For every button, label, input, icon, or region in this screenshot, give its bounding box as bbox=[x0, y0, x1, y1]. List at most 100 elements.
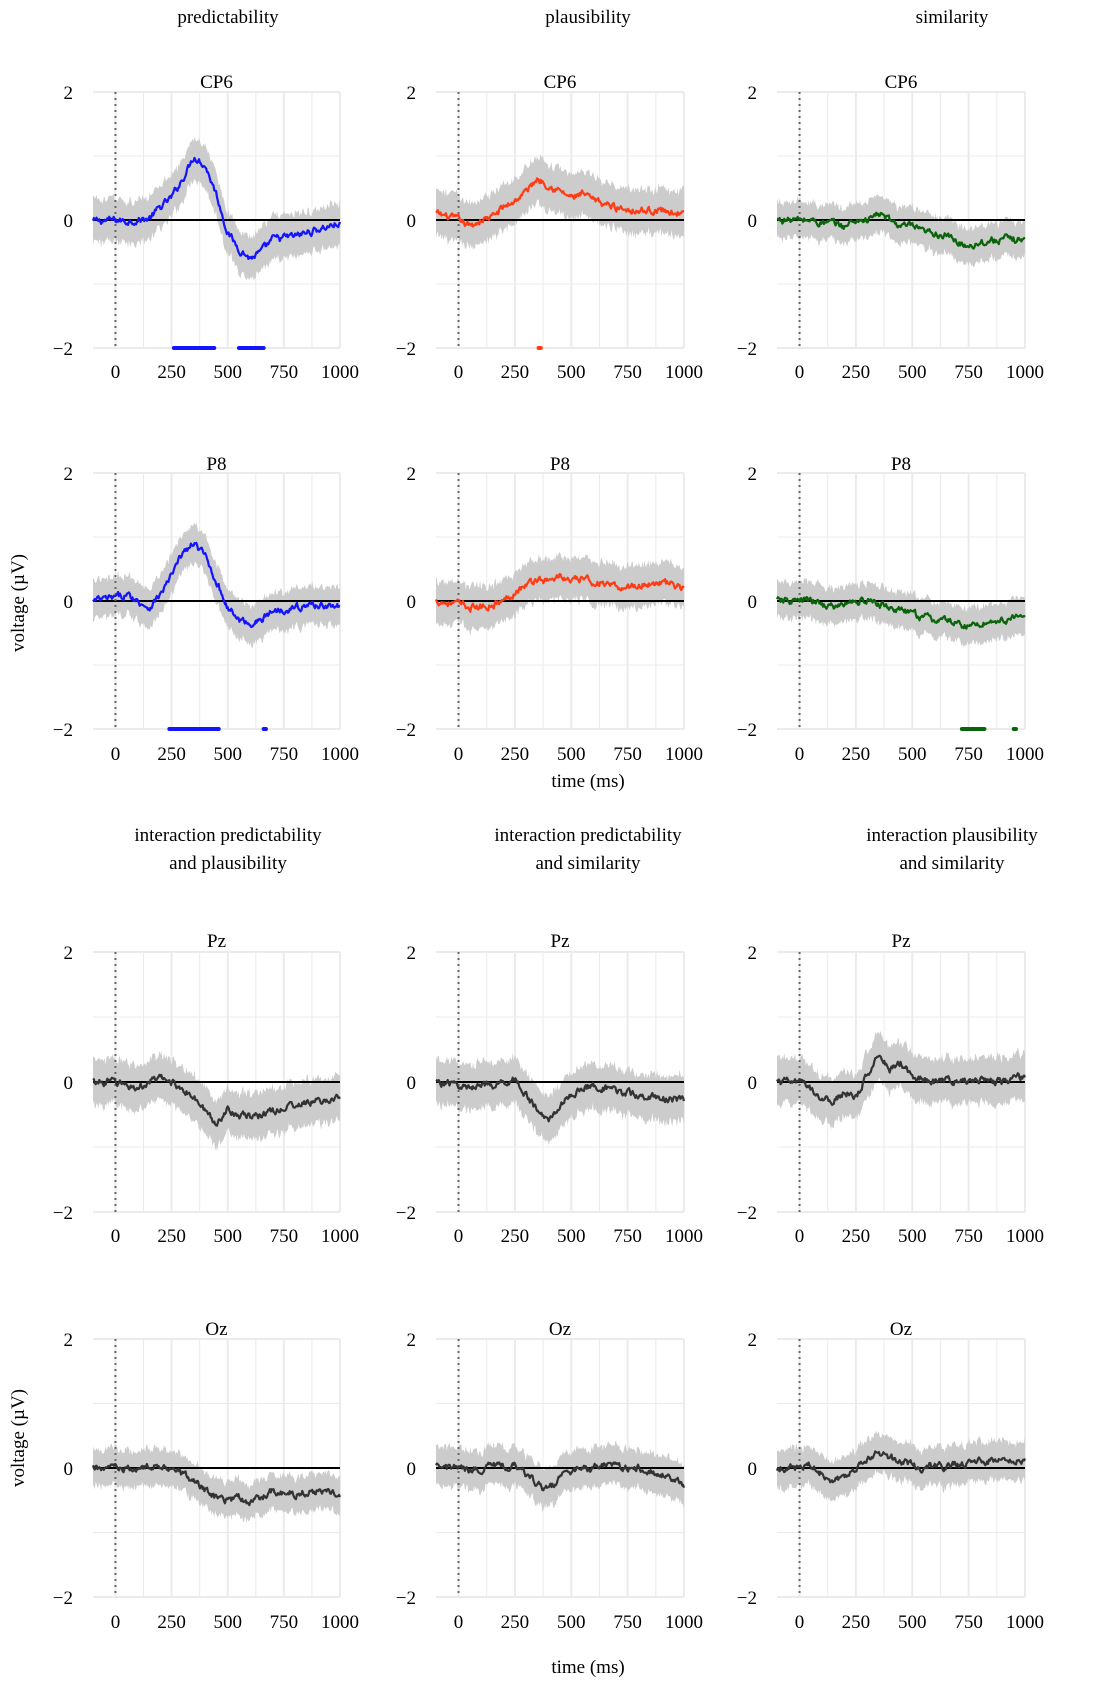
y-tick-label: −2 bbox=[737, 1588, 757, 1609]
erp-trace bbox=[775, 595, 1026, 630]
y-tick-label: −2 bbox=[396, 1588, 416, 1609]
erp-trace bbox=[435, 1461, 686, 1492]
x-tick-label: 0 bbox=[795, 1612, 805, 1633]
x-tick-label: 750 bbox=[954, 744, 983, 765]
x-tick-label: 500 bbox=[557, 1612, 586, 1633]
panel-cp6-plausibility-1: CP6 0 250 500 750 1000 −2 0 2 bbox=[396, 72, 703, 383]
x-tick-label: 750 bbox=[954, 362, 983, 383]
x-tick-label: 1000 bbox=[321, 362, 359, 383]
y-tick-label: 0 bbox=[64, 1459, 74, 1480]
x-tick-label: 1000 bbox=[1006, 1226, 1044, 1247]
panel-cp6-similarity-2: CP6 0 250 500 750 1000 −2 0 2 bbox=[737, 72, 1044, 383]
erp-trace bbox=[775, 1450, 1027, 1484]
y-axis-label-bottom: voltage (µV) bbox=[8, 1389, 29, 1487]
x-tick-label: 750 bbox=[270, 744, 299, 765]
x-tick-label: 1000 bbox=[665, 362, 703, 383]
confidence-ribbon bbox=[777, 1030, 1025, 1129]
x-tick-label: 250 bbox=[501, 1612, 530, 1633]
x-tick-label: 0 bbox=[454, 362, 464, 383]
erp-trace bbox=[91, 1462, 342, 1507]
x-tick-label: 0 bbox=[795, 1226, 805, 1247]
x-tick-label: 250 bbox=[842, 1612, 871, 1633]
y-tick-label: −2 bbox=[737, 339, 757, 360]
confidence-ribbon bbox=[777, 1430, 1025, 1502]
y-tick-label: −2 bbox=[396, 720, 416, 741]
confidence-ribbon bbox=[436, 154, 684, 250]
panel-title: CP6 bbox=[885, 72, 918, 93]
y-tick-label: 2 bbox=[748, 464, 758, 485]
column-title-interaction-pred-plaus-line2: and plausibility bbox=[169, 853, 287, 874]
y-tick-label: −2 bbox=[396, 1203, 416, 1224]
y-tick-label: 2 bbox=[64, 83, 74, 104]
panel-cp6-predictability-0: CP6 0 250 500 750 1000 −2 0 2 bbox=[53, 72, 359, 383]
y-tick-label: 0 bbox=[748, 1459, 758, 1480]
panel-oz-interaction-11: Oz 0 250 500 750 1000 −2 0 2 bbox=[737, 1319, 1044, 1633]
x-tick-label: 250 bbox=[501, 362, 530, 383]
panel-title: Pz bbox=[892, 931, 911, 952]
panel-title: P8 bbox=[550, 454, 570, 475]
column-title-plausibility: plausibility bbox=[545, 7, 631, 28]
x-tick-label: 250 bbox=[501, 744, 530, 765]
y-tick-label: 0 bbox=[407, 592, 417, 613]
panel-pz-interaction-7: Pz 0 250 500 750 1000 −2 0 2 bbox=[396, 931, 703, 1247]
confidence-ribbon bbox=[777, 577, 1025, 648]
y-tick-label: 0 bbox=[407, 211, 417, 232]
x-tick-label: 0 bbox=[111, 362, 121, 383]
y-tick-label: 2 bbox=[64, 1330, 74, 1351]
panel-title: Oz bbox=[549, 1319, 571, 1340]
column-title-interaction-plaus-sim-line2: and similarity bbox=[899, 853, 1005, 874]
erp-trace bbox=[776, 211, 1026, 250]
erp-trace bbox=[435, 1076, 686, 1123]
x-tick-label: 750 bbox=[613, 1226, 642, 1247]
y-tick-label: 2 bbox=[407, 464, 417, 485]
x-tick-label: 250 bbox=[501, 1226, 530, 1247]
x-tick-label: 250 bbox=[157, 1612, 186, 1633]
panel-oz-interaction-9: Oz 0 250 500 750 1000 −2 0 2 bbox=[53, 1319, 359, 1633]
erp-trace bbox=[91, 156, 342, 260]
y-tick-label: 0 bbox=[64, 1073, 74, 1094]
x-tick-label: 500 bbox=[898, 1612, 927, 1633]
panel-p8-similarity-5: P8 0 250 500 750 1000 −2 0 2 bbox=[737, 454, 1044, 765]
column-title-predictability: predictability bbox=[177, 7, 279, 28]
erp-trace bbox=[776, 1054, 1026, 1106]
y-axis-label-top: voltage (µV) bbox=[8, 554, 29, 652]
y-tick-label: 0 bbox=[748, 592, 758, 613]
y-tick-label: −2 bbox=[737, 1203, 757, 1224]
x-tick-label: 1000 bbox=[665, 744, 703, 765]
erp-trace bbox=[92, 1073, 341, 1127]
y-tick-label: 0 bbox=[64, 211, 74, 232]
x-tick-label: 750 bbox=[954, 1612, 983, 1633]
y-tick-label: 2 bbox=[407, 83, 417, 104]
y-tick-label: −2 bbox=[396, 339, 416, 360]
confidence-ribbon bbox=[93, 1050, 340, 1151]
column-title-similarity: similarity bbox=[916, 7, 989, 28]
x-tick-label: 250 bbox=[157, 1226, 186, 1247]
x-tick-label: 0 bbox=[795, 362, 805, 383]
y-tick-label: 2 bbox=[748, 1330, 758, 1351]
x-tick-label: 750 bbox=[270, 1226, 299, 1247]
y-tick-label: 0 bbox=[64, 592, 74, 613]
erp-trace bbox=[435, 177, 685, 228]
x-tick-label: 750 bbox=[613, 1612, 642, 1633]
panel-title: P8 bbox=[206, 454, 226, 475]
x-tick-label: 250 bbox=[842, 1226, 871, 1247]
x-tick-label: 750 bbox=[613, 362, 642, 383]
column-title-interaction-pred-sim-line1: interaction predictability bbox=[494, 825, 682, 846]
x-tick-label: 750 bbox=[270, 1612, 299, 1633]
x-tick-label: 0 bbox=[111, 744, 121, 765]
x-tick-label: 500 bbox=[213, 744, 242, 765]
panel-p8-predictability-3: P8 0 250 500 750 1000 −2 0 2 bbox=[53, 454, 359, 765]
x-tick-label: 500 bbox=[898, 744, 927, 765]
x-tick-label: 500 bbox=[557, 744, 586, 765]
y-tick-label: −2 bbox=[53, 1588, 73, 1609]
column-title-interaction-pred-plaus-line1: interaction predictability bbox=[134, 825, 322, 846]
y-tick-label: 2 bbox=[64, 943, 74, 964]
panel-p8-plausibility-4: P8 0 250 500 750 1000 −2 0 2 bbox=[396, 454, 703, 765]
panel-oz-interaction-10: Oz 0 250 500 750 1000 −2 0 2 bbox=[396, 1319, 703, 1633]
x-tick-label: 500 bbox=[557, 362, 586, 383]
y-tick-label: −2 bbox=[53, 339, 73, 360]
x-axis-label-top: time (ms) bbox=[551, 771, 624, 792]
confidence-ribbon bbox=[436, 552, 684, 636]
x-tick-label: 1000 bbox=[321, 1226, 359, 1247]
